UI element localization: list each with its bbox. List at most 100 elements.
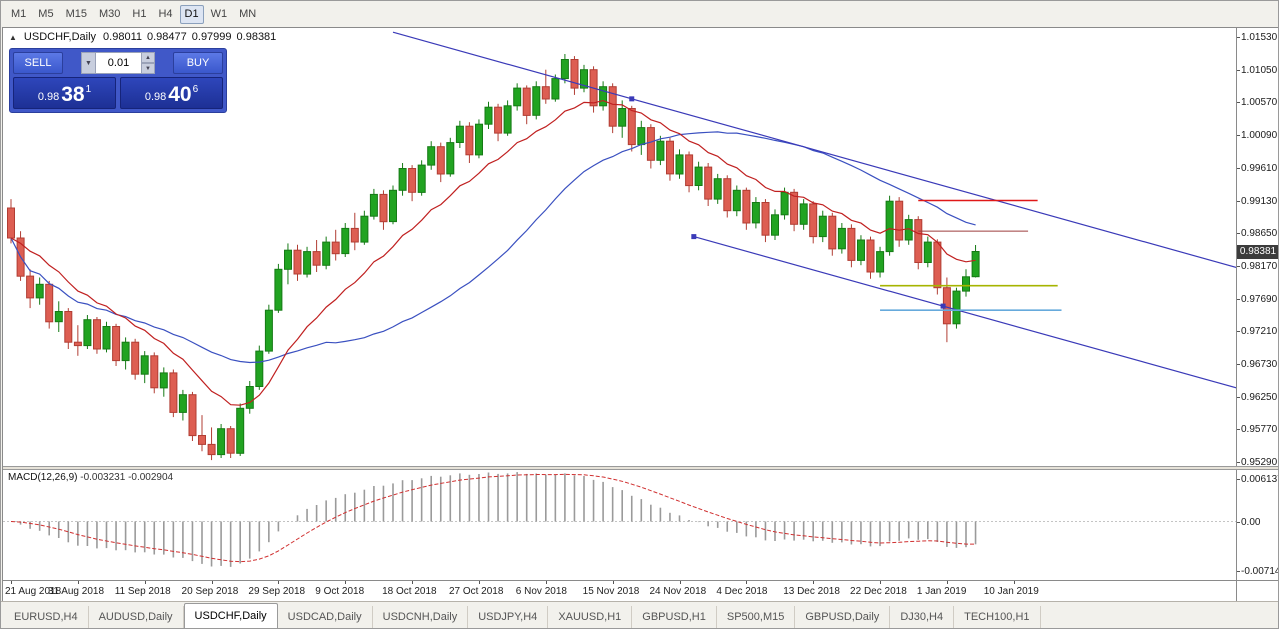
date-label: 15 Nov 2018 xyxy=(582,586,640,597)
macd-tick xyxy=(1237,521,1240,523)
date-label: 6 Nov 2018 xyxy=(515,586,567,597)
one-click-collapse-icon[interactable]: ▲ xyxy=(9,32,17,42)
candle xyxy=(73,325,82,356)
date-label: 1 Jan 2019 xyxy=(916,586,967,597)
panel-splitter[interactable] xyxy=(3,466,1278,470)
buy-price-prefix: 0.98 xyxy=(144,91,167,103)
buy-button[interactable]: BUY xyxy=(173,52,223,74)
candle xyxy=(408,165,417,202)
candle xyxy=(369,188,378,220)
buy-price-big: 40 xyxy=(168,83,192,106)
main-chart-area[interactable]: ▲ USDCHF,Daily 0.98011 0.98477 0.97999 0.98… xyxy=(3,28,1236,466)
sell-button[interactable]: SELL xyxy=(13,52,63,74)
scale-corner xyxy=(1236,580,1278,602)
chart-tab-usdcnh-daily[interactable]: USDCNH,Daily xyxy=(373,606,469,628)
timeframe-button-h4[interactable]: H4 xyxy=(158,8,173,20)
current-price-badge: 0.98381 xyxy=(1237,244,1278,259)
candle xyxy=(236,403,245,456)
date-label: 24 Nov 2018 xyxy=(649,586,707,597)
candle xyxy=(26,269,35,309)
volume-dropdown-icon[interactable]: ▼ xyxy=(81,52,96,74)
volume-spin-up-icon[interactable]: ▲ xyxy=(142,52,155,63)
price-tick xyxy=(1237,135,1240,137)
chart-tab-usdcad-daily[interactable]: USDCAD,Daily xyxy=(278,606,373,628)
chart-tab-usdjpy-h4[interactable]: USDJPY,H4 xyxy=(468,606,549,628)
candle xyxy=(513,83,522,111)
candle xyxy=(962,269,970,297)
time-scale[interactable]: 21 Aug 2018 31 Aug 2018 11 Sep 2018 20 Sep … xyxy=(3,580,1236,602)
candle xyxy=(599,81,608,111)
trendline-handle[interactable] xyxy=(691,234,697,240)
macd-scale[interactable]: 0.006137 0.00 -0.007142 xyxy=(1236,470,1278,580)
price-tick xyxy=(1237,167,1240,169)
candle xyxy=(264,304,273,354)
trend-channel-line[interactable] xyxy=(392,31,1236,272)
candle xyxy=(217,424,226,458)
date-tick xyxy=(412,581,414,584)
price-tick xyxy=(1237,298,1240,300)
price-scale[interactable]: 0.98381 1.01530 1.01050 1.00570 1.00090 0.99… xyxy=(1236,28,1278,468)
price-scale-label: 0.99610 xyxy=(1241,162,1278,174)
buy-price-sup: 6 xyxy=(192,84,199,95)
chart-tab-xauusd-h1[interactable]: XAUUSD,H1 xyxy=(548,606,633,628)
date-tick xyxy=(144,581,146,584)
candle xyxy=(35,277,44,305)
candle xyxy=(331,229,340,261)
macd-tick xyxy=(1237,478,1240,480)
timeframe-button-d1[interactable]: D1 xyxy=(179,4,204,24)
candle xyxy=(475,119,483,159)
timeframe-button-h1[interactable]: H1 xyxy=(132,8,147,20)
timeframe-button-m15[interactable]: M15 xyxy=(65,8,87,20)
candle xyxy=(312,240,321,272)
trend-channel-line[interactable] xyxy=(693,236,1236,393)
chart-tab-usdchf-daily[interactable]: USDCHF,Daily xyxy=(183,603,278,628)
candle xyxy=(637,120,646,155)
macd-panel[interactable]: MACD(12,26,9) -0.003231 -0.002904 xyxy=(3,470,1236,580)
price-scale-label: 0.97210 xyxy=(1241,326,1278,338)
price-scale-label: 0.98170 xyxy=(1241,260,1278,272)
candle xyxy=(895,197,904,247)
candle xyxy=(446,137,455,177)
chart-tab-eurusd-h4[interactable]: EURUSD,H4 xyxy=(4,606,89,628)
trendline-handle[interactable] xyxy=(629,96,635,102)
date-label: 10 Jan 2019 xyxy=(983,586,1039,597)
timeframe-button-m1[interactable]: M1 xyxy=(11,8,27,20)
sell-price-prefix: 0.98 xyxy=(37,91,60,103)
candle xyxy=(131,338,140,380)
sell-price-display[interactable]: 0.98 38 1 xyxy=(13,77,116,109)
volume-spin-down-icon[interactable]: ▼ xyxy=(142,63,155,74)
price-scale-label: 0.96250 xyxy=(1241,391,1278,403)
timeframe-button-m5[interactable]: M5 xyxy=(38,8,54,20)
one-click-trading-panel: SELL ▼ ▲ ▼ BUY 0.98 38 1 xyxy=(9,48,227,113)
chart-tab-gbpusd-h1[interactable]: GBPUSD,H1 xyxy=(632,606,717,628)
candle xyxy=(64,308,73,349)
chart-tab-sp500-m15[interactable]: SP500,M15 xyxy=(717,606,796,628)
candle xyxy=(809,201,818,244)
date-label: 27 Oct 2018 xyxy=(448,586,504,597)
candle xyxy=(284,243,292,285)
candle xyxy=(417,160,426,196)
macd-scale-label: -0.007142 xyxy=(1241,565,1278,577)
price-scale-label: 0.99130 xyxy=(1241,195,1278,207)
price-tick xyxy=(1237,233,1240,235)
chart-tab-dj30-h4[interactable]: DJ30,H4 xyxy=(890,606,955,628)
candle xyxy=(178,389,187,421)
candle xyxy=(7,199,15,244)
trendline-handle[interactable] xyxy=(940,303,946,309)
volume-input[interactable] xyxy=(96,52,142,74)
candle xyxy=(866,236,875,279)
date-label: 18 Oct 2018 xyxy=(382,586,437,597)
timeframe-button-m30[interactable]: M30 xyxy=(98,8,121,20)
candle xyxy=(704,163,713,206)
chart-tab-audusd-daily[interactable]: AUDUSD,Daily xyxy=(89,606,184,628)
timeframe-button-mn[interactable]: MN xyxy=(239,8,257,20)
macd-scale-label: 0.006137 xyxy=(1241,473,1279,485)
candle xyxy=(771,209,779,240)
buy-price-display[interactable]: 0.98 40 6 xyxy=(120,77,223,109)
chart-tab-gbpusd-daily[interactable]: GBPUSD,Daily xyxy=(795,606,891,628)
date-label: 21 Aug 2018 xyxy=(5,586,62,597)
date-tick xyxy=(679,581,681,584)
candle xyxy=(112,323,121,366)
chart-tab-tech100-h1[interactable]: TECH100,H1 xyxy=(954,606,1041,628)
timeframe-button-w1[interactable]: W1 xyxy=(210,8,228,20)
